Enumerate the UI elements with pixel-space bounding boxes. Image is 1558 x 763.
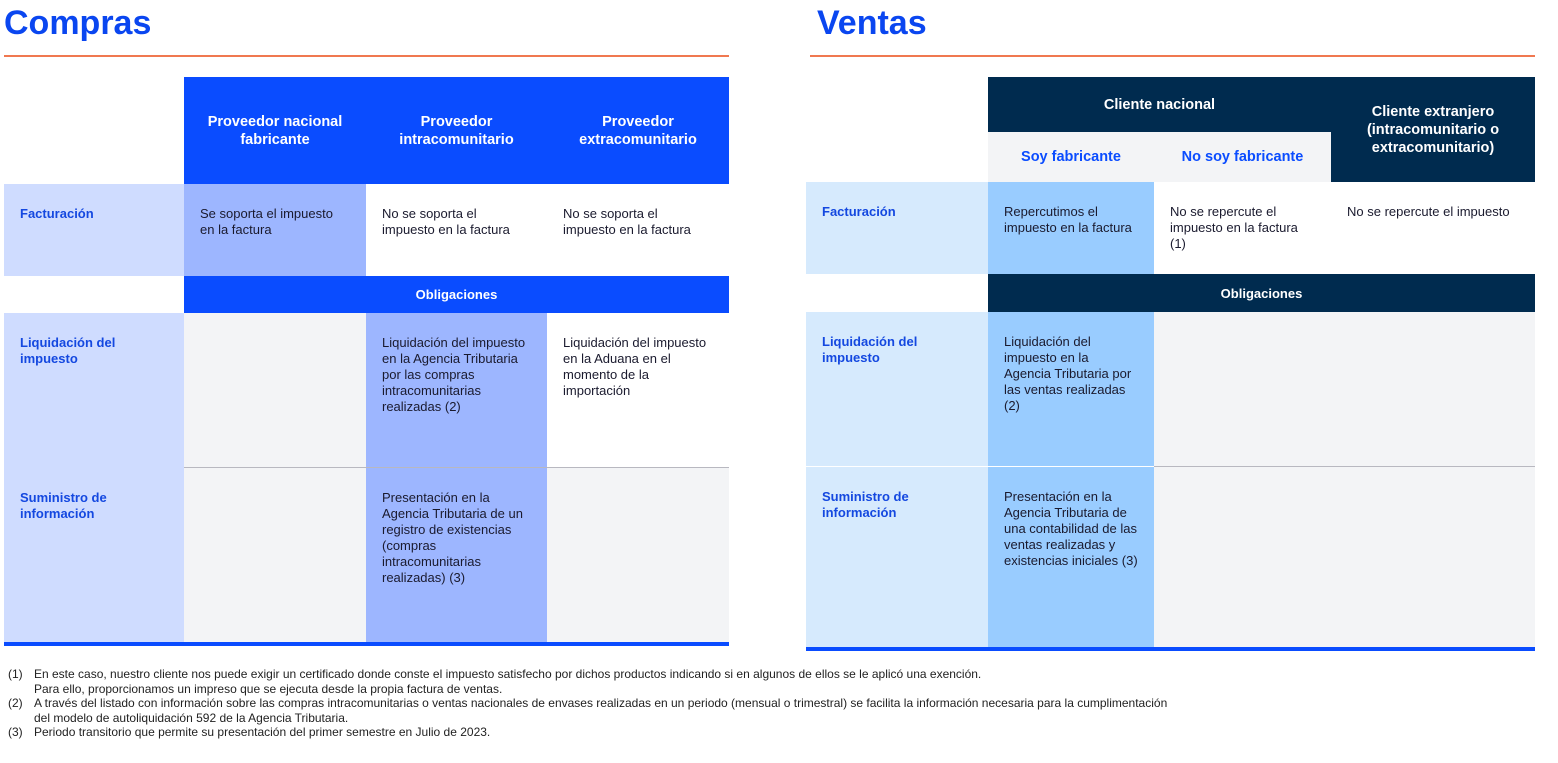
row-label: Facturación <box>806 182 988 274</box>
footnote-text: Para ello, proporcionamos un impreso que… <box>34 681 503 696</box>
row-label: Suministro de información <box>4 468 184 642</box>
group-header: Cliente nacional <box>988 77 1331 132</box>
footnote-number: (2) <box>8 696 23 710</box>
title-divider <box>4 55 729 57</box>
empty-cell <box>1154 312 1535 466</box>
row-divider <box>1154 466 1535 467</box>
footnote-text: A través del listado con información sob… <box>34 696 1168 710</box>
subcolumn-header: Soy fabricante <box>988 132 1154 182</box>
row-label: Liquidación del impuesto <box>4 313 184 468</box>
table-cell: No se soporta el impuesto en la factura <box>547 184 729 276</box>
table-cell: Presentación en la Agencia Tributaria de… <box>366 468 547 642</box>
table-cell: Presentación en la Agencia Tributaria de… <box>988 467 1154 647</box>
table-cell <box>547 468 729 642</box>
footnote: (2) A través del listado con información … <box>8 696 1167 725</box>
table-cell: Liquidación del impuesto en la Agencia T… <box>988 312 1154 466</box>
table-cell: No se soporta el impuesto en la factura <box>366 184 547 276</box>
row-label: Suministro de información <box>806 467 988 647</box>
obligaciones-band: Obligaciones <box>988 274 1535 312</box>
table-cell: Liquidación del impuesto en la Aduana en… <box>547 313 729 468</box>
footnote: (1) En este caso, nuestro cliente nos pue… <box>8 667 1167 696</box>
column-header: Proveedor nacional fabricante <box>184 77 366 184</box>
table-cell <box>184 313 366 468</box>
title-divider <box>810 55 1535 57</box>
empty-cell <box>1154 467 1535 647</box>
ventas-title: Ventas <box>817 4 927 42</box>
obligaciones-band: Obligaciones <box>184 276 729 313</box>
column-header: Cliente extranjero (intracomunitario o e… <box>1331 77 1535 182</box>
column-header: Proveedor intracomunitario <box>366 77 547 184</box>
footnote-text: En este caso, nuestro cliente nos puede … <box>34 667 982 681</box>
table-cell <box>184 468 366 642</box>
column-header: Proveedor extracomunitario <box>547 77 729 184</box>
table-bottom-line <box>4 642 729 646</box>
table-cell: No se repercute el impuesto en la factur… <box>1154 182 1331 274</box>
footnote-number: (3) <box>8 725 23 739</box>
compras-title: Compras <box>4 4 152 42</box>
table-cell: No se repercute el impuesto <box>1331 182 1535 274</box>
footnote: (3) Periodo transitorio que permite su pr… <box>8 725 1167 740</box>
footnotes: (1) En este caso, nuestro cliente nos pue… <box>8 667 1167 740</box>
table-bottom-line <box>806 647 1535 651</box>
table-cell: Se soporta el impuesto en la factura <box>184 184 366 276</box>
row-label: Facturación <box>4 184 184 276</box>
row-divider <box>184 467 729 468</box>
table-cell: Repercutimos el impuesto en la factura <box>988 182 1154 274</box>
table-cell: Liquidación del impuesto en la Agencia T… <box>366 313 547 468</box>
footnote-text: Periodo transitorio que permite su prese… <box>34 725 491 739</box>
subcolumn-header: No soy fabricante <box>1154 132 1331 182</box>
row-label: Liquidación del impuesto <box>806 312 988 466</box>
footnote-text: del modelo de autoliquidación 592 de la … <box>34 710 349 725</box>
footnote-number: (1) <box>8 667 23 681</box>
